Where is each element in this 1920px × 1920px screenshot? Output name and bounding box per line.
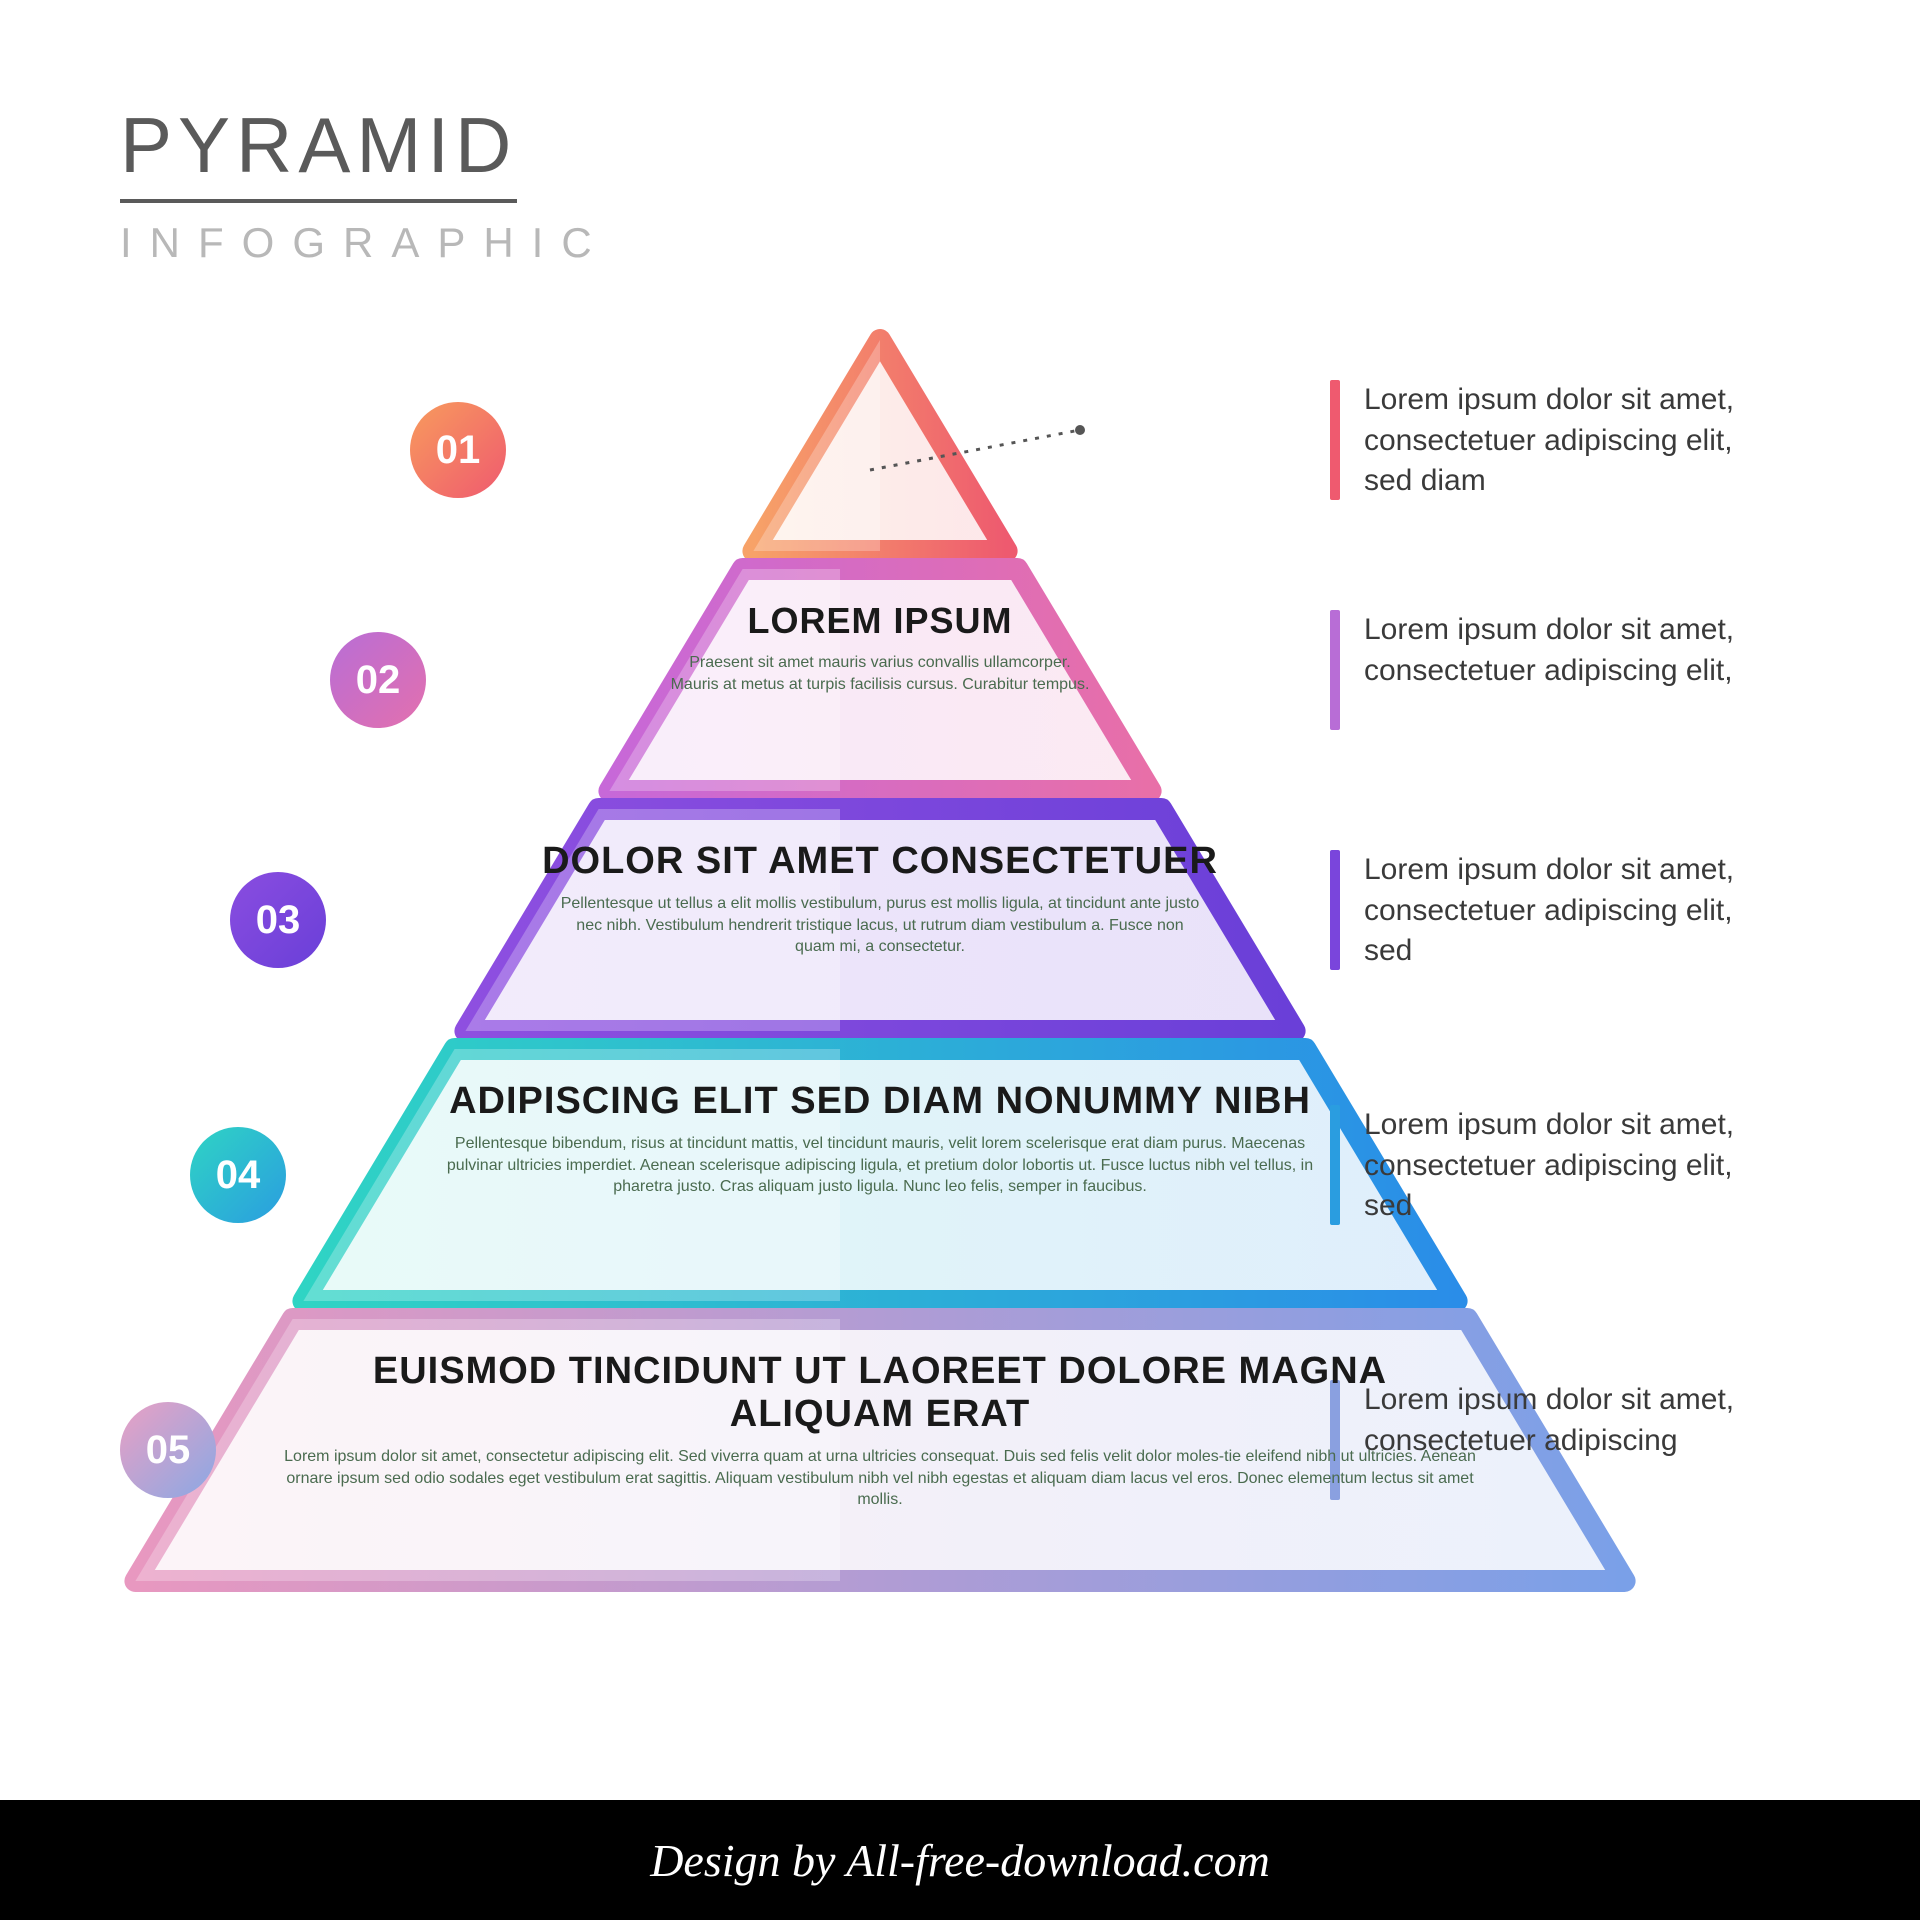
annotation-text: Lorem ipsum dolor sit amet, consectetuer… xyxy=(1364,850,1760,972)
tier-title: DOLOR SIT AMET CONSECTETUER xyxy=(542,840,1218,883)
page-subtitle: INFOGRAPHIC xyxy=(120,219,610,267)
annotation-bar-icon xyxy=(1330,610,1340,730)
tier-badge-3: 03 xyxy=(230,872,326,968)
annotation-bar-icon xyxy=(1330,380,1340,500)
tier-annotation-1: Lorem ipsum dolor sit amet, consectetuer… xyxy=(1330,380,1760,502)
tier-content-4: ADIPISCING ELIT SED DIAM NONUMMY NIBH Pel… xyxy=(430,1080,1330,1198)
pyramid-svg xyxy=(0,300,1920,1800)
tier-body: Lorem ipsum dolor sit amet, consectetur … xyxy=(280,1446,1480,1511)
annotation-text: Lorem ipsum dolor sit amet, consectetuer… xyxy=(1364,610,1760,691)
tier-annotation-3: Lorem ipsum dolor sit amet, consectetuer… xyxy=(1330,850,1760,972)
tier-badge-5: 05 xyxy=(120,1402,216,1498)
annotation-text: Lorem ipsum dolor sit amet, consectetuer… xyxy=(1364,1105,1760,1227)
tier-annotation-2: Lorem ipsum dolor sit amet, consectetuer… xyxy=(1330,610,1760,730)
tier-badge-number: 05 xyxy=(146,1428,191,1473)
tier-badge-number: 02 xyxy=(356,658,401,703)
tier-badge-number: 01 xyxy=(436,428,481,473)
tier-content-5: EUISMOD TINCIDUNT UT LAOREET DOLORE MAGN… xyxy=(280,1350,1480,1511)
tier-title: LOREM IPSUM xyxy=(747,600,1012,642)
annotation-bar-icon xyxy=(1330,850,1340,970)
header: PYRAMID INFOGRAPHIC xyxy=(120,100,610,267)
tier-content-3: DOLOR SIT AMET CONSECTETUER Pellentesque … xyxy=(542,840,1218,958)
page-title: PYRAMID xyxy=(120,100,517,203)
annotation-text: Lorem ipsum dolor sit amet, consectetuer… xyxy=(1364,380,1760,502)
pyramid-stage: 01 Lorem ipsum dolor sit amet, consectetu… xyxy=(0,300,1920,1800)
annotation-bar-icon xyxy=(1330,1105,1340,1225)
tier-badge-2: 02 xyxy=(330,632,426,728)
tier-annotation-4: Lorem ipsum dolor sit amet, consectetuer… xyxy=(1330,1105,1760,1227)
tier-body: Pellentesque bibendum, risus at tincidun… xyxy=(430,1133,1330,1198)
tier-badge-number: 03 xyxy=(256,898,301,943)
tier-badge-number: 04 xyxy=(216,1153,261,1198)
tier-content-2: LOREM IPSUM Praesent sit amet mauris vari… xyxy=(670,600,1090,695)
leader-dot-icon xyxy=(1075,425,1085,435)
tier-body: Praesent sit amet mauris varius convalli… xyxy=(670,652,1090,695)
tier-badge-1: 01 xyxy=(410,402,506,498)
tier-title: ADIPISCING ELIT SED DIAM NONUMMY NIBH xyxy=(449,1080,1311,1123)
footer-text: Design by All-free-download.com xyxy=(650,1834,1270,1887)
tier-badge-4: 04 xyxy=(190,1127,286,1223)
tier-title: EUISMOD TINCIDUNT UT LAOREET DOLORE MAGN… xyxy=(280,1350,1480,1436)
footer-bar: Design by All-free-download.com xyxy=(0,1800,1920,1920)
tier-body: Pellentesque ut tellus a elit mollis ves… xyxy=(560,893,1200,958)
